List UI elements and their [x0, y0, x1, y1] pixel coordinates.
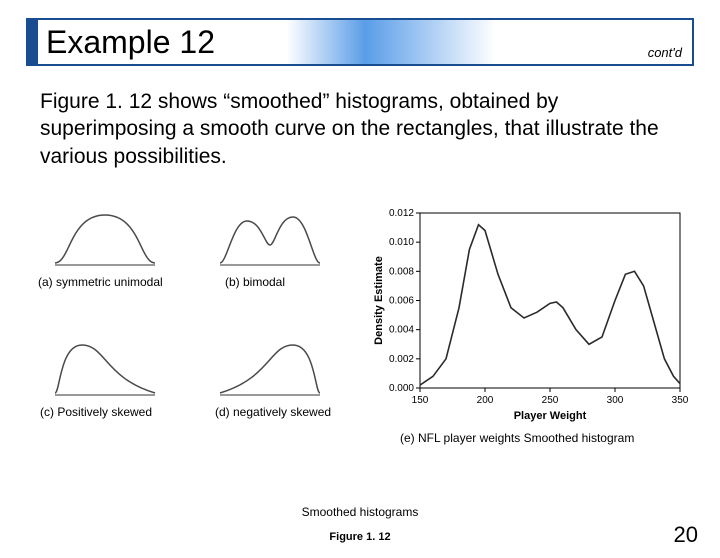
svg-text:0.010: 0.010 [389, 237, 414, 248]
body-paragraph: Figure 1. 12 shows “smoothed” histograms… [40, 88, 680, 170]
caption-d: (d) negatively skewed [215, 405, 375, 419]
svg-text:Player Weight: Player Weight [514, 410, 587, 422]
figure-number: Figure 1. 12 [310, 531, 410, 543]
svg-text:Density Estimate: Density Estimate [373, 256, 385, 345]
svg-text:0.004: 0.004 [389, 325, 414, 336]
svg-text:0.002: 0.002 [389, 354, 414, 365]
figure-caption-main: Smoothed histograms [280, 505, 440, 519]
caption-b: (b) bimodal [225, 275, 385, 289]
svg-text:0.000: 0.000 [389, 383, 414, 394]
title-bar: Example 12 cont'd [26, 18, 694, 66]
plot-b [215, 203, 345, 273]
figure-area: (a) symmetric unimodal (b) bimodal (c) P… [30, 203, 690, 503]
svg-text:0.012: 0.012 [389, 208, 414, 219]
caption-e: (e) NFL player weights Smoothed histogra… [400, 431, 720, 445]
plot-e: 150 200 250 300 350 Player Weight 0.000 0.002 0.… [370, 203, 690, 423]
svg-text:350: 350 [672, 395, 689, 406]
plot-a [50, 203, 180, 273]
svg-text:0.008: 0.008 [389, 266, 414, 277]
svg-text:150: 150 [412, 395, 429, 406]
plot-c [50, 333, 180, 403]
svg-text:250: 250 [542, 395, 559, 406]
caption-c: (c) Positively skewed [40, 405, 200, 419]
svg-text:300: 300 [607, 395, 624, 406]
svg-text:0.006: 0.006 [389, 296, 414, 307]
page-number: 20 [674, 522, 698, 548]
svg-text:200: 200 [477, 395, 494, 406]
plot-d [215, 333, 345, 403]
page-title: Example 12 [38, 20, 692, 65]
caption-a: (a) symmetric unimodal [38, 275, 198, 289]
